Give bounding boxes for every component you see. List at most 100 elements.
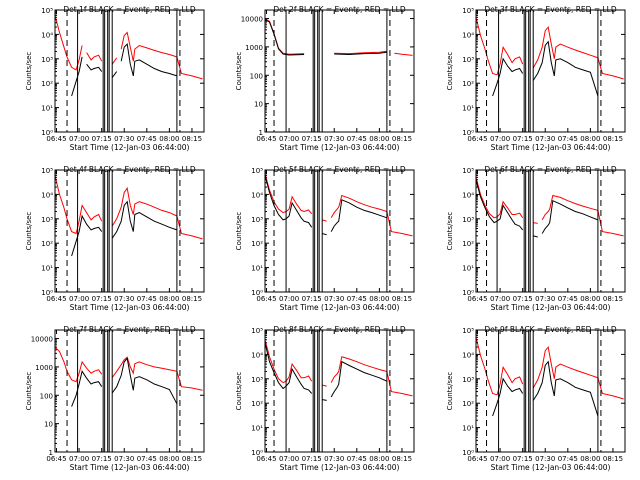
y-tick-label: 10¹: [251, 425, 263, 433]
y-tick-label: 10⁴: [462, 31, 474, 39]
y-tick-label: 10⁵: [462, 167, 474, 175]
series-events-line: [111, 200, 178, 239]
y-tick-label: 10⁰: [41, 129, 53, 137]
y-tick-label: 10²: [251, 400, 263, 408]
x-tick-label: 07:45: [347, 295, 367, 303]
y-tick-label: 10¹: [462, 265, 474, 273]
x-tick-label: 07:00: [490, 135, 510, 143]
x-tick-label: 07:45: [137, 135, 157, 143]
plot-frame: [475, 169, 626, 293]
y-tick-label: 10¹: [462, 425, 474, 433]
chart-title: Det 2f BLACK = Events, RED = LLD: [273, 5, 406, 14]
y-tick-label: 10⁰: [251, 449, 263, 457]
y-tick-label: 10⁵: [462, 7, 474, 15]
series-events-line: [532, 360, 599, 417]
y-tick-label: 10²: [462, 80, 474, 88]
x-tick-label: 06:45: [46, 295, 66, 303]
x-tick-label: 08:15: [182, 455, 202, 463]
x-tick-label: 08:15: [603, 135, 623, 143]
y-tick-label: 10⁴: [251, 191, 263, 199]
plot-frame: [264, 9, 415, 133]
x-tick-label: 07:30: [535, 295, 555, 303]
chart-panel-1: 10⁰ 10¹ 10² 10³ 10⁴ 10⁵ 06:45 07:00 07:15 07:30 07…: [25, 5, 205, 152]
x-tick-label: 08:00: [369, 135, 389, 143]
series-lld-line: [54, 175, 103, 235]
series-lld-line: [111, 186, 203, 240]
y-tick-label: 10²: [41, 240, 53, 248]
y-tick-label: 10⁰: [462, 289, 474, 297]
x-tick-label: 07:15: [513, 135, 533, 143]
x-tick-label: 07:00: [69, 295, 89, 303]
x-tick-label: 08:15: [392, 455, 412, 463]
y-tick-label: 1000: [35, 364, 53, 372]
x-tick-label: 08:00: [580, 295, 600, 303]
y-axis-label: Counts/sec: [25, 212, 33, 251]
x-tick-label: 06:45: [256, 295, 276, 303]
y-tick-label: 10⁵: [41, 7, 53, 15]
series-events-line: [322, 233, 327, 236]
x-tick-label: 07:15: [513, 455, 533, 463]
series-lld-line: [541, 194, 624, 237]
series-lld-line: [54, 346, 103, 383]
y-tick-label: 1: [49, 449, 53, 457]
x-axis-label: Start Time (12-Jan-03 06:44:00): [491, 463, 611, 472]
series-events-line: [264, 19, 305, 56]
series-lld-line: [111, 57, 118, 65]
chart-title: Det 8f BLACK = Events, RED = LLD: [273, 325, 406, 334]
y-axis-label: Counts/sec: [446, 372, 454, 411]
chart-title: Det 9f BLACK = Events, RED = LLD: [484, 325, 617, 334]
x-tick-label: 06:45: [46, 455, 66, 463]
plot-frame: [264, 329, 415, 453]
series-events-line: [492, 57, 524, 97]
y-tick-label: 10¹: [41, 105, 53, 113]
y-tick-label: 10¹: [462, 105, 474, 113]
x-tick-label: 07:00: [69, 135, 89, 143]
x-tick-label: 08:00: [159, 135, 179, 143]
x-tick-label: 07:30: [114, 455, 134, 463]
series-lld-line: [54, 15, 83, 71]
x-axis-label: Start Time (12-Jan-03 06:44:00): [280, 303, 400, 312]
y-tick-label: 10⁵: [251, 167, 263, 175]
x-tick-label: 07:45: [558, 295, 578, 303]
y-tick-label: 10²: [462, 240, 474, 248]
y-tick-label: 10¹: [251, 265, 263, 273]
x-tick-label: 07:15: [302, 455, 322, 463]
x-tick-label: 07:30: [324, 135, 344, 143]
chart-title: Det 4f BLACK = Events, RED = LLD: [63, 165, 196, 174]
y-tick-label: 10⁵: [462, 327, 474, 335]
x-tick-label: 07:30: [114, 295, 134, 303]
x-tick-label: 07:30: [324, 295, 344, 303]
y-tick-label: 10³: [41, 216, 53, 224]
y-tick-label: 10²: [251, 240, 263, 248]
series-lld-line: [86, 52, 103, 62]
x-tick-label: 07:15: [302, 295, 322, 303]
y-tick-label: 10⁰: [251, 289, 263, 297]
y-tick-label: 10000: [241, 16, 263, 24]
y-tick-label: 10⁰: [462, 129, 474, 137]
x-tick-label: 07:15: [92, 455, 112, 463]
series-lld-line: [330, 356, 413, 397]
chart-title: Det 5f BLACK = Events, RED = LLD: [273, 165, 406, 174]
y-axis-label: Counts/sec: [25, 52, 33, 91]
x-axis-label: Start Time (12-Jan-03 06:44:00): [70, 143, 190, 152]
x-tick-label: 08:00: [159, 455, 179, 463]
x-tick-label: 07:00: [279, 135, 299, 143]
x-tick-label: 06:45: [256, 455, 276, 463]
x-tick-label: 08:00: [369, 455, 389, 463]
series-events-line: [322, 399, 327, 401]
series-events-line: [120, 43, 178, 77]
y-tick-label: 1: [259, 129, 263, 137]
plot-frame: [475, 329, 626, 453]
x-tick-label: 07:00: [490, 295, 510, 303]
series-lld-line: [111, 356, 203, 391]
y-tick-label: 10³: [462, 56, 474, 64]
x-tick-label: 06:45: [467, 135, 487, 143]
y-axis-label: Counts/sec: [446, 212, 454, 251]
x-tick-label: 06:45: [467, 455, 487, 463]
series-events-line: [71, 56, 83, 97]
x-tick-label: 08:15: [603, 455, 623, 463]
series-lld-line: [330, 194, 413, 237]
x-tick-label: 08:00: [159, 295, 179, 303]
x-tick-label: 08:00: [580, 455, 600, 463]
x-tick-label: 07:00: [490, 455, 510, 463]
